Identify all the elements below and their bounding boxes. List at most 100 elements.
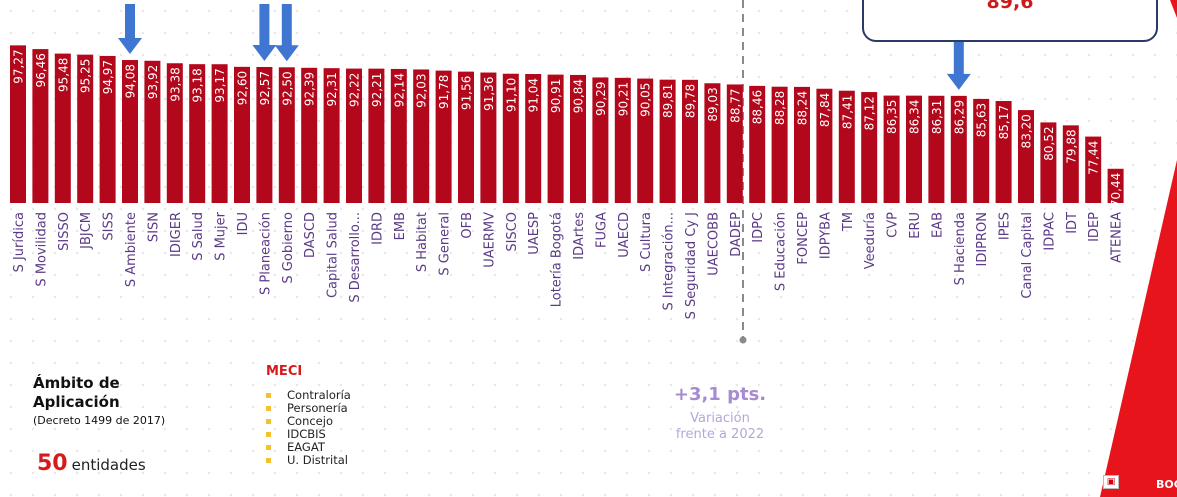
bar-value-label: 77,44 xyxy=(1087,141,1101,175)
meci-item: Personería xyxy=(266,402,351,415)
bar-value-label: 93,38 xyxy=(168,67,182,101)
average-callout: 89,6 xyxy=(862,0,1158,42)
bar xyxy=(614,77,631,203)
category-label: IDPYBA xyxy=(818,212,833,259)
bar-value-label: 88,46 xyxy=(751,90,765,124)
category-label: EMB xyxy=(393,212,408,240)
bar-value-label: 92,57 xyxy=(258,71,272,105)
bar xyxy=(1107,168,1124,203)
bar-value-label: 89,78 xyxy=(684,84,698,118)
bar-value-label: 96,46 xyxy=(34,53,48,87)
bar xyxy=(99,55,116,203)
meci-item: Concejo xyxy=(266,415,351,428)
bar-value-label: 95,25 xyxy=(79,59,93,93)
bar-value-label: 80,52 xyxy=(1042,126,1056,160)
bar-value-label: 86,29 xyxy=(952,100,966,134)
bar xyxy=(346,68,362,203)
category-label: SISN xyxy=(146,212,161,242)
bar-value-label: 86,34 xyxy=(908,100,922,134)
bar-value-label: 86,31 xyxy=(930,100,944,134)
bar-value-label: 91,10 xyxy=(504,78,518,112)
entity-count-number: 50 xyxy=(37,451,68,476)
bar xyxy=(122,60,138,204)
bar xyxy=(323,68,340,203)
category-label: EAB xyxy=(930,212,945,238)
brand-text: BOG xyxy=(1156,478,1177,491)
meci-item: Contraloría xyxy=(266,389,351,402)
bar xyxy=(1018,110,1034,203)
category-label: UAECOBB xyxy=(706,212,721,276)
bar xyxy=(838,90,855,203)
category-label: CVP xyxy=(886,212,901,238)
scope-title: Ámbito de Aplicación xyxy=(33,374,120,411)
bar xyxy=(794,86,810,203)
bar-value-label: 89,03 xyxy=(706,87,720,121)
category-label: Canal Capital xyxy=(1020,212,1035,299)
bar-value-label: 85,63 xyxy=(975,103,989,137)
bar xyxy=(368,68,385,203)
category-label: UAERMV xyxy=(482,212,497,268)
bar xyxy=(883,95,900,203)
bar-value-label: 93,92 xyxy=(146,65,160,99)
bar-value-label: 92,50 xyxy=(280,71,294,105)
bar-value-label: 87,84 xyxy=(818,93,832,127)
bar xyxy=(390,68,407,204)
bogota-logo-icon: ▣ xyxy=(1103,475,1119,489)
scope-block: Ámbito de Aplicación (Decreto 1499 de 20… xyxy=(33,374,193,427)
variation-text: Variación frente a 2022 xyxy=(675,411,765,442)
bar-value-label: 92,60 xyxy=(236,71,250,105)
bar xyxy=(301,67,318,203)
category-label: S Hacienda xyxy=(953,212,968,285)
category-label: UAECD xyxy=(617,212,632,258)
bar-value-label: 92,14 xyxy=(392,73,406,107)
bar-value-label: 92,39 xyxy=(303,72,317,106)
category-label: S Movilidad xyxy=(34,212,49,287)
category-label: IDArtes xyxy=(572,212,587,260)
bar xyxy=(816,88,833,203)
bar xyxy=(1040,122,1057,203)
bar-value-label: 91,36 xyxy=(482,77,496,111)
bar xyxy=(659,79,676,203)
bar xyxy=(54,53,71,204)
bar-value-label: 97,27 xyxy=(12,49,26,83)
category-label: OFB xyxy=(460,212,475,239)
bar xyxy=(995,101,1012,203)
bar xyxy=(682,79,698,203)
bar-value-label: 89,81 xyxy=(661,84,675,118)
bar-value-label: 92,22 xyxy=(348,73,362,107)
bar-value-label: 92,03 xyxy=(415,73,429,107)
red-corner-decoration xyxy=(1100,160,1177,497)
category-label: S Educación xyxy=(774,212,789,291)
category-label: S Seguridad Cy J xyxy=(684,212,699,319)
bar xyxy=(166,63,183,203)
category-label: ATENEA xyxy=(1110,212,1125,263)
category-label: FUGA xyxy=(594,212,609,248)
bar xyxy=(704,83,721,203)
category-label: ERU xyxy=(908,212,923,239)
bar-value-label: 91,56 xyxy=(460,76,474,110)
bar xyxy=(480,72,497,203)
bar xyxy=(413,69,430,203)
meci-list: Contraloría Personería Concejo IDCBIS EA… xyxy=(266,389,351,467)
bar xyxy=(278,67,295,203)
bar xyxy=(458,71,474,204)
bar xyxy=(637,78,654,203)
category-label: FONCEP xyxy=(796,212,811,265)
category-label: SISSO xyxy=(57,212,72,251)
bar xyxy=(32,49,49,203)
bar-value-label: 93,18 xyxy=(191,68,205,102)
bar-value-label: 90,05 xyxy=(639,83,653,117)
bar-value-label: 90,29 xyxy=(594,81,608,115)
category-label: S Desarrollo... xyxy=(348,212,363,303)
entity-count: 50 entidades xyxy=(37,451,146,476)
category-label: DASCD xyxy=(303,212,318,258)
category-label: S Salud xyxy=(191,212,206,261)
bar-value-label: 90,21 xyxy=(616,82,630,116)
bar-value-label: 70,44 xyxy=(1109,173,1123,207)
category-label: Veeduría xyxy=(863,212,878,269)
category-label: Lotería Bogotá xyxy=(550,212,565,307)
bar xyxy=(749,85,766,203)
bar xyxy=(435,70,452,203)
red-top-corner-decoration xyxy=(1170,0,1177,18)
